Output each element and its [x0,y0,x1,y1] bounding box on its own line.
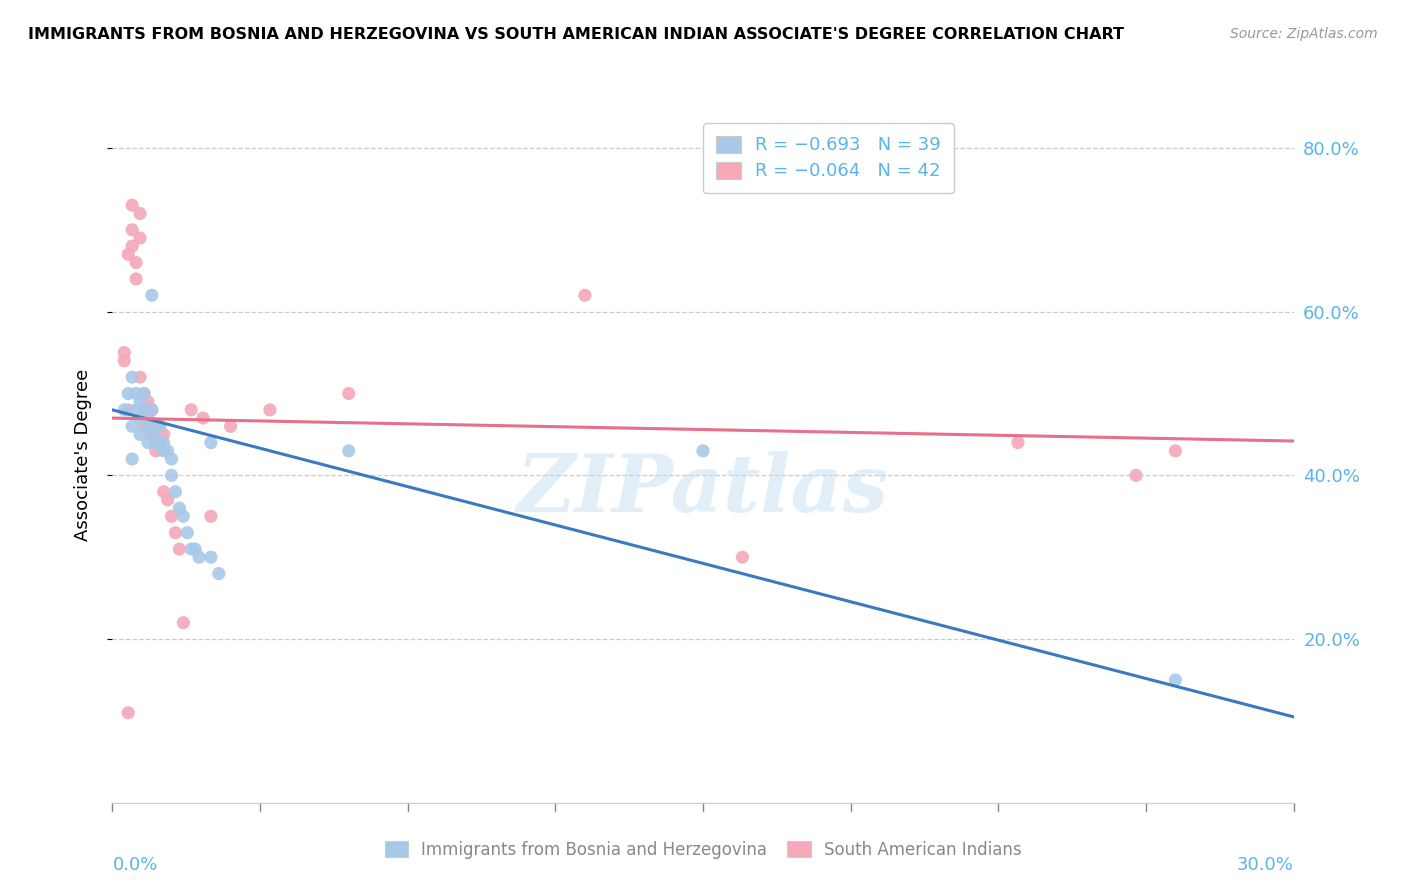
Point [121,223,143,237]
Point [169,542,191,557]
Point [145,419,167,434]
Text: 0.0%: 0.0% [112,856,157,874]
Point [149,419,172,434]
Point [692,443,714,458]
Point [129,206,152,220]
Legend: Immigrants from Bosnia and Herzegovina, South American Indians: Immigrants from Bosnia and Herzegovina, … [378,835,1028,866]
Point [141,403,163,417]
Point [180,403,202,417]
Point [121,452,143,467]
Point [1125,468,1147,483]
Point [121,370,143,384]
Point [132,403,155,417]
Point [191,411,214,425]
Point [208,566,231,581]
Point [132,419,155,434]
Point [188,550,211,565]
Point [574,288,596,302]
Point [117,386,139,401]
Point [156,443,179,458]
Point [337,386,360,401]
Point [152,435,174,450]
Point [165,484,187,499]
Y-axis label: Associate's Degree: Associate's Degree [73,368,91,541]
Point [121,198,143,212]
Point [259,403,281,417]
Point [145,443,167,458]
Point [731,550,754,565]
Point [112,403,135,417]
Point [129,394,152,409]
Point [141,427,163,442]
Point [152,443,174,458]
Point [121,419,143,434]
Point [1007,435,1029,450]
Point [200,509,222,524]
Point [112,353,135,368]
Text: 30.0%: 30.0% [1237,856,1294,874]
Point [129,411,152,425]
Point [125,386,148,401]
Point [117,706,139,720]
Point [121,239,143,253]
Point [125,403,148,417]
Point [136,394,159,409]
Point [149,435,172,450]
Point [152,427,174,442]
Point [169,501,191,516]
Text: Source: ZipAtlas.com: Source: ZipAtlas.com [1230,27,1378,41]
Point [132,386,155,401]
Point [141,403,163,417]
Point [125,255,148,269]
Point [129,231,152,245]
Text: IMMIGRANTS FROM BOSNIA AND HERZEGOVINA VS SOUTH AMERICAN INDIAN ASSOCIATE'S DEGR: IMMIGRANTS FROM BOSNIA AND HERZEGOVINA V… [28,27,1125,42]
Point [337,443,360,458]
Point [172,615,194,630]
Point [1164,443,1187,458]
Point [184,542,207,557]
Point [145,435,167,450]
Point [200,550,222,565]
Point [125,272,148,286]
Point [165,525,187,540]
Point [136,419,159,434]
Point [132,386,155,401]
Point [141,427,163,442]
Point [149,435,172,450]
Point [160,509,183,524]
Point [141,288,163,302]
Text: ZIPatlas: ZIPatlas [517,451,889,528]
Legend: R = −0.693   N = 39, R = −0.064   N = 42: R = −0.693 N = 39, R = −0.064 N = 42 [703,123,953,194]
Point [129,370,152,384]
Point [149,419,172,434]
Point [1164,673,1187,687]
Point [219,419,242,434]
Point [176,525,198,540]
Point [112,345,135,359]
Point [129,427,152,442]
Point [136,435,159,450]
Point [156,492,179,507]
Point [117,403,139,417]
Point [132,403,155,417]
Point [200,435,222,450]
Point [172,509,194,524]
Point [160,452,183,467]
Point [136,411,159,425]
Point [152,484,174,499]
Point [117,247,139,261]
Point [145,419,167,434]
Point [180,542,202,557]
Point [160,468,183,483]
